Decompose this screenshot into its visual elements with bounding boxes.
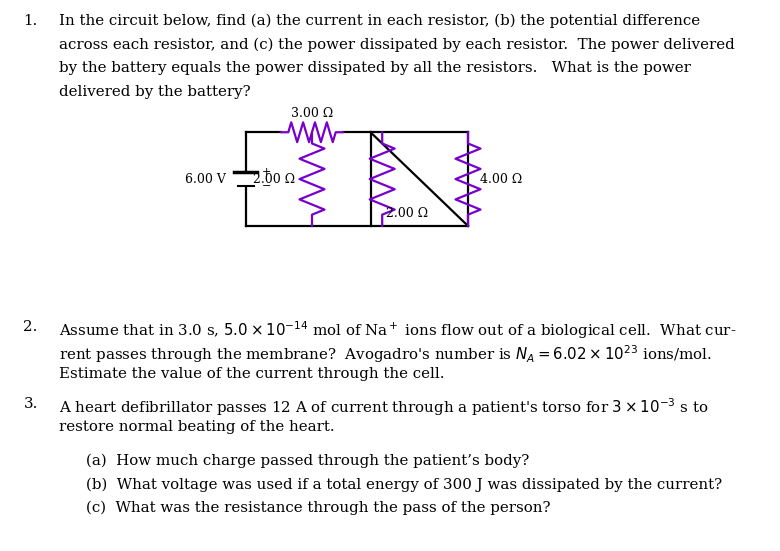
Text: Assume that in 3.0 s, $5.0\times10^{-14}$ mol of Na$^+$ ions flow out of a biolo: Assume that in 3.0 s, $5.0\times10^{-14}… (59, 320, 736, 341)
Text: Estimate the value of the current through the cell.: Estimate the value of the current throug… (59, 367, 445, 381)
Text: rent passes through the membrane?  Avogadro's number is $N_A = 6.02\times10^{23}: rent passes through the membrane? Avogad… (59, 343, 712, 365)
Text: restore normal beating of the heart.: restore normal beating of the heart. (59, 420, 335, 434)
Text: −: − (262, 181, 271, 191)
Text: A heart defibrillator passes 12 A of current through a patient's torso for $3\ti: A heart defibrillator passes 12 A of cur… (59, 397, 709, 418)
Text: (c)  What was the resistance through the pass of the person?: (c) What was the resistance through the … (86, 501, 551, 515)
Text: 2.: 2. (23, 320, 37, 333)
Text: by the battery equals the power dissipated by all the resistors.   What is the p: by the battery equals the power dissipat… (59, 61, 691, 75)
Text: +: + (262, 168, 271, 177)
Text: 2.00 Ω: 2.00 Ω (253, 172, 295, 186)
Text: (a)  How much charge passed through the patient’s body?: (a) How much charge passed through the p… (86, 453, 529, 468)
Text: 3.00 Ω: 3.00 Ω (291, 107, 333, 120)
Text: 4.00 Ω: 4.00 Ω (480, 172, 523, 186)
Text: 2.00 Ω: 2.00 Ω (386, 207, 428, 220)
Text: In the circuit below, find (a) the current in each resistor, (b) the potential d: In the circuit below, find (a) the curre… (59, 14, 700, 28)
Text: across each resistor, and (c) the power dissipated by each resistor.  The power : across each resistor, and (c) the power … (59, 37, 735, 52)
Text: 1.: 1. (23, 14, 37, 28)
Text: 3.: 3. (23, 397, 37, 410)
Text: delivered by the battery?: delivered by the battery? (59, 85, 251, 99)
Text: 6.00 V: 6.00 V (186, 172, 226, 186)
Text: (b)  What voltage was used if a total energy of 300 J was dissipated by the curr: (b) What voltage was used if a total ene… (86, 477, 722, 491)
